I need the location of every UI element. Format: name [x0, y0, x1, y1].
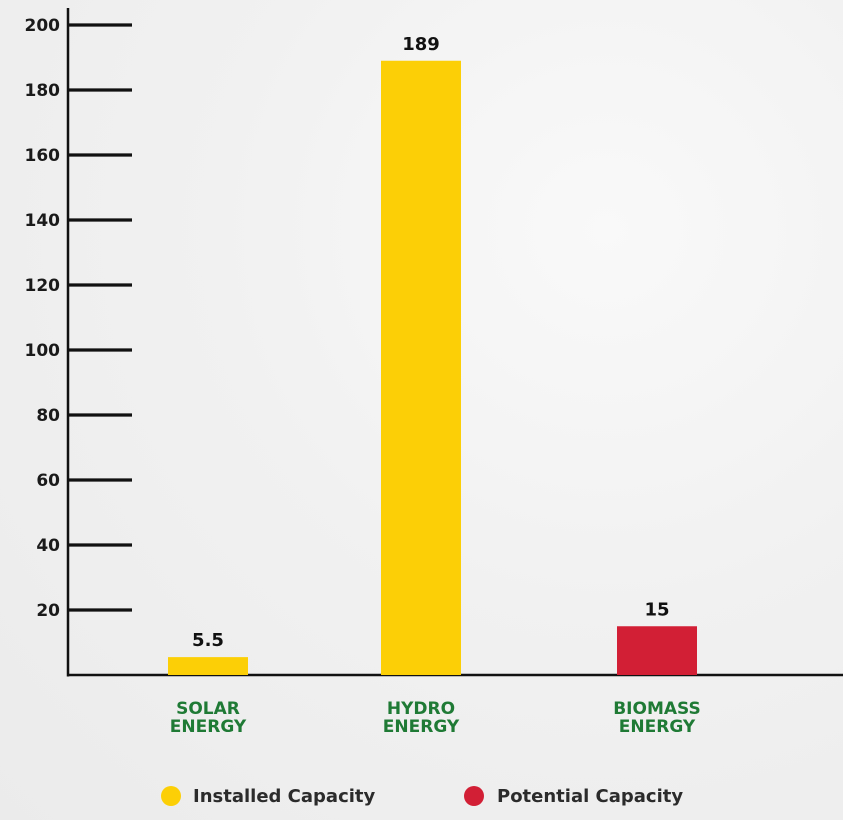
category-label: BIOMASS ENERGY	[613, 699, 701, 737]
y-tick-label: 140	[25, 211, 61, 231]
legend-label: Installed Capacity	[193, 786, 376, 807]
category-label: HYDRO ENERGY	[383, 699, 460, 737]
bar	[617, 626, 697, 675]
legend-swatch	[161, 786, 181, 806]
bar-data-label: 15	[644, 599, 669, 620]
category-label-line: ENERGY	[383, 717, 460, 737]
bar	[168, 657, 248, 675]
y-tick-label: 200	[25, 16, 61, 36]
legend-swatch	[464, 786, 484, 806]
category-label: SOLAR ENERGY	[170, 699, 247, 737]
category-label-line: ENERGY	[170, 717, 247, 737]
y-tick-label: 40	[36, 536, 60, 556]
category-label-line: BIOMASS	[613, 699, 701, 719]
y-tick-label: 160	[25, 146, 61, 166]
y-tick-label: 20	[36, 601, 60, 621]
category-label-line: SOLAR	[176, 699, 240, 719]
y-tick-label: 60	[36, 471, 60, 491]
category-label-line: ENERGY	[619, 717, 696, 737]
y-tick-label: 120	[25, 276, 61, 296]
y-tick-label: 180	[25, 81, 61, 101]
y-tick-label: 100	[25, 341, 61, 361]
legend-label: Potential Capacity	[497, 786, 683, 807]
y-tick-label: 80	[36, 406, 60, 426]
category-label-line: HYDRO	[387, 699, 455, 719]
bar-data-label: 5.5	[192, 630, 224, 651]
bar	[381, 60, 461, 675]
bar-data-label: 189	[402, 34, 440, 55]
